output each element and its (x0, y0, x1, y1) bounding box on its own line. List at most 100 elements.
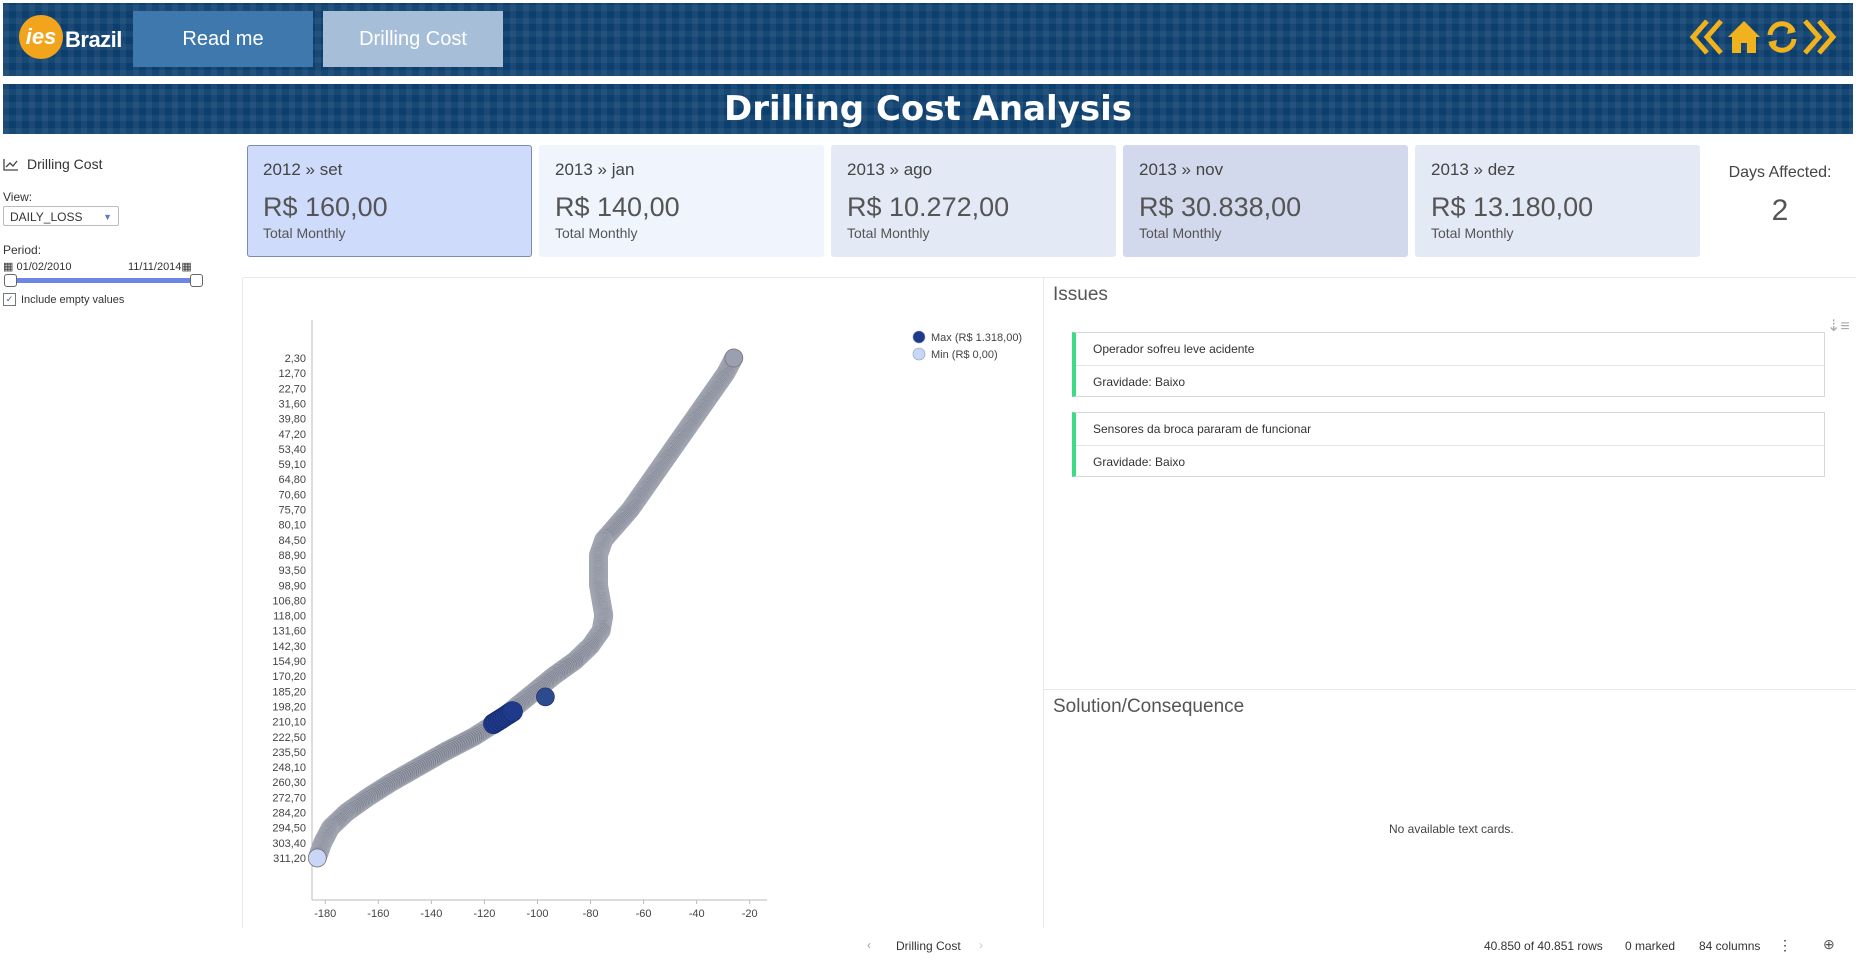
home-icon[interactable] (1725, 17, 1763, 57)
chevron-right-icon[interactable]: › (979, 938, 983, 952)
legend-label: Max (R$ 1.318,00) (931, 332, 1022, 344)
x-tick-label: -160 (367, 908, 389, 920)
light-data-point (724, 348, 744, 368)
period-slider-end-handle[interactable] (190, 274, 203, 287)
period-label: Period: (3, 243, 42, 257)
period-slider-start-handle[interactable] (4, 274, 17, 287)
checkmark-icon: ✓ (3, 293, 16, 306)
x-tick-label: -100 (526, 908, 548, 920)
y-tick-label: 272,70 (272, 792, 306, 804)
x-tick-label: -140 (420, 908, 442, 920)
issue-card-severity: Gravidade: Baixo (1093, 455, 1186, 469)
status-bar: ‹ Drilling Cost › 40.850 of 40.851 rows … (0, 935, 1856, 961)
kpi-subtitle: Total Monthly (263, 225, 346, 241)
title-banner: Drilling Cost Analysis (3, 84, 1853, 134)
view-label: View: (3, 190, 33, 204)
refresh-icon[interactable] (1763, 17, 1801, 57)
double-chevron-right-icon[interactable] (1801, 17, 1837, 57)
y-tick-label: 98,90 (278, 580, 306, 592)
view-dropdown-value: DAILY_LOSS (10, 210, 83, 224)
read-me-button[interactable]: Read me (133, 11, 313, 67)
x-tick-label: -40 (689, 908, 705, 920)
line-chart-icon (3, 158, 18, 171)
kpi-card[interactable]: 2012 » set R$ 160,00 Total Monthly (247, 145, 532, 257)
days-affected-value: 2 (1771, 194, 1789, 227)
ies-brazil-logo: ies Brazil (19, 15, 122, 59)
kpi-card[interactable]: 2013 » jan R$ 140,00 Total Monthly (539, 145, 824, 257)
double-chevron-left-icon[interactable] (1689, 17, 1725, 57)
y-tick-label: 311,20 (273, 853, 306, 865)
x-tick-label: -20 (742, 908, 758, 920)
kpi-subtitle: Total Monthly (847, 225, 930, 241)
y-tick-label: 2,30 (285, 353, 306, 365)
period-slider-track[interactable] (10, 278, 195, 283)
column-count: 84 columns (1699, 939, 1761, 953)
navigation-icons (1689, 17, 1837, 57)
y-tick-label: 47,20 (278, 429, 306, 441)
kpi-subtitle: Total Monthly (1139, 225, 1222, 241)
sort-icon[interactable]: ⇣≡ (1827, 318, 1850, 335)
kpi-period: 2013 » jan (555, 160, 635, 179)
x-tick-label: -80 (583, 908, 599, 920)
logo-badge: ies (19, 15, 63, 59)
top-navigation-bar: ies Brazil Read me Drilling Cost (3, 3, 1853, 76)
page-tab-drilling-cost[interactable]: Drilling Cost (896, 939, 961, 953)
y-tick-label: 303,40 (272, 838, 306, 850)
kpi-value: R$ 140,00 (555, 192, 680, 222)
kpi-card[interactable]: 2013 » dez R$ 13.180,00 Total Monthly (1415, 145, 1700, 257)
solution-title: Solution/Consequence (1053, 696, 1245, 717)
x-tick-label: -60 (636, 908, 652, 920)
globe-icon[interactable]: ⊕ (1823, 936, 1835, 952)
more-options-icon[interactable]: ⋮ (1778, 937, 1792, 953)
row-count: 40.850 of 40.851 rows (1484, 939, 1603, 953)
calendar-icon: ▦ (3, 261, 14, 273)
period-end-date[interactable]: 11/11/2014▦ (128, 261, 192, 273)
y-tick-label: 88,90 (278, 550, 306, 562)
kpi-subtitle: Total Monthly (555, 225, 638, 241)
kpi-period: 2013 » ago (847, 160, 933, 179)
y-tick-label: 80,10 (278, 520, 306, 532)
drilling-cost-button[interactable]: Drilling Cost (323, 11, 503, 67)
y-tick-label: 131,60 (272, 626, 306, 638)
y-tick-label: 235,50 (272, 747, 306, 759)
y-tick-label: 39,80 (278, 414, 306, 426)
kpi-value: R$ 30.838,00 (1139, 192, 1302, 222)
kpi-period: 2013 » nov (1139, 160, 1224, 179)
chevron-left-icon[interactable]: ‹ (867, 938, 871, 952)
view-dropdown[interactable]: DAILY_LOSS ▼ (3, 206, 119, 226)
y-tick-label: 170,20 (272, 671, 306, 683)
issues-title: Issues (1053, 284, 1108, 305)
y-tick-label: 84,50 (278, 535, 306, 547)
y-tick-label: 106,80 (272, 595, 306, 607)
sidebar-title-label: Drilling Cost (27, 156, 103, 172)
days-affected-panel: Days Affected: 2 (1705, 145, 1855, 275)
issue-card[interactable]: Operador sofreu leve acidente Gravidade:… (1072, 332, 1825, 397)
y-tick-label: 185,20 (272, 686, 306, 698)
kpi-value: R$ 13.180,00 (1431, 192, 1594, 222)
kpi-value: R$ 10.272,00 (847, 192, 1010, 222)
legend-swatch (912, 330, 926, 344)
y-tick-label: 70,60 (278, 489, 306, 501)
drilling-path-chart[interactable]: 2,30 12,70 22,70 31,60 39,80 47,20 53,40 59,10 6… (243, 280, 1040, 925)
include-empty-checkbox[interactable]: ✓ Include empty values (3, 293, 124, 306)
kpi-card[interactable]: 2013 » nov R$ 30.838,00 Total Monthly (1123, 145, 1408, 257)
divider (243, 277, 1856, 278)
include-empty-label: Include empty values (21, 293, 125, 306)
issue-card-severity: Gravidade: Baixo (1093, 375, 1186, 389)
x-tick-label: -180 (314, 908, 336, 920)
y-tick-label: 64,80 (278, 474, 306, 486)
caret-down-icon: ▼ (103, 212, 112, 222)
y-tick-label: 198,20 (272, 701, 306, 713)
kpi-card[interactable]: 2013 » ago R$ 10.272,00 Total Monthly (831, 145, 1116, 257)
y-tick-label: 284,20 (272, 808, 306, 820)
kpi-period: 2013 » dez (1431, 160, 1516, 179)
period-start-date[interactable]: ▦ 01/02/2010 (3, 261, 72, 273)
y-tick-label: 222,50 (272, 732, 306, 744)
y-tick-label: 31,60 (278, 398, 306, 410)
y-tick-label: 248,10 (272, 762, 306, 774)
page-title: Drilling Cost Analysis (723, 89, 1133, 129)
x-tick-label: -120 (473, 908, 495, 920)
issue-card[interactable]: Sensores da broca pararam de funcionar G… (1072, 412, 1825, 477)
y-tick-label: 142,30 (272, 641, 306, 653)
issue-card-title: Sensores da broca pararam de funcionar (1076, 413, 1824, 446)
